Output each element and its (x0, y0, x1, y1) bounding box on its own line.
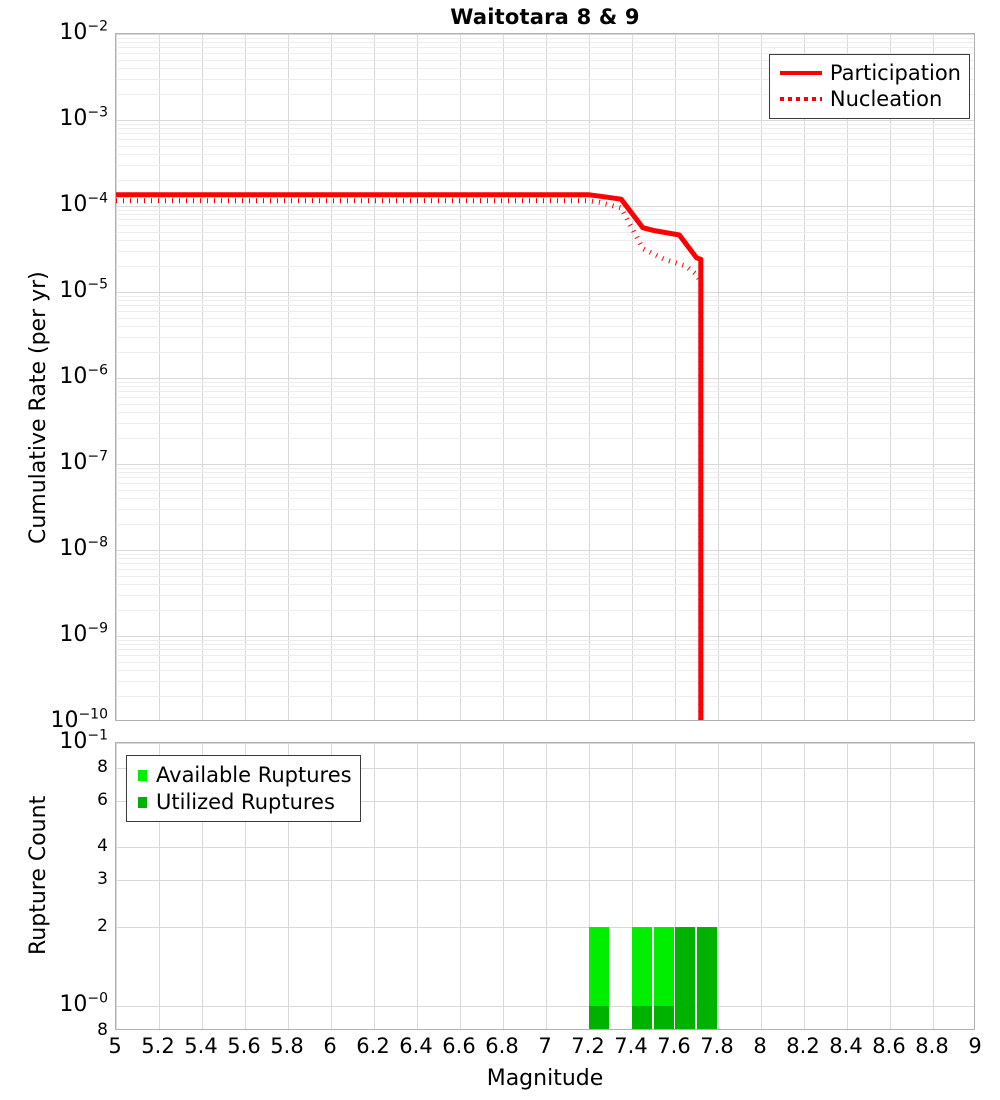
y-tick-label-bottom: 10−1 (59, 727, 108, 754)
legend-label-participation: Participation (829, 61, 961, 85)
dotted-line-icon (778, 89, 824, 109)
legend-label-available: Available Ruptures (156, 762, 352, 787)
y-tick-label-top: 10−9 (59, 620, 108, 647)
bar-available-ruptures (653, 926, 674, 1029)
rupture-legend: Available Ruptures Utilized Ruptures (126, 755, 361, 822)
x-tick-label: 6 (323, 1034, 337, 1058)
participation-curve (116, 192, 704, 720)
legend-item-participation: Participation (778, 60, 961, 86)
grid-lines-bottom (116, 743, 974, 1029)
legend-item-nucleation: Nucleation (778, 86, 961, 112)
x-tick-label: 8.8 (915, 1034, 949, 1058)
mfd-curve-svg (116, 192, 704, 720)
cumulative-rate-plot: Participation Nucleation (115, 33, 975, 721)
solid-line-icon (778, 63, 824, 83)
y-tick-label-top: 10−10 (50, 706, 108, 733)
x-tick-label: 8.2 (786, 1034, 820, 1058)
x-tick-label: 8.4 (829, 1034, 863, 1058)
x-tick-label: 6.6 (442, 1034, 476, 1058)
y-axis-label-bottom: Rupture Count (26, 795, 51, 955)
y-axis-label-top: Cumulative Rate (per yr) (26, 271, 51, 544)
bar-utilized-ruptures (632, 1005, 652, 1029)
x-tick-label: 7.6 (657, 1034, 691, 1058)
y-tick-label-top: 10−4 (59, 190, 108, 217)
y-tick-label-bottom: 8 (97, 1020, 108, 1040)
y-tick-label-top: 10−3 (59, 104, 108, 131)
rupture-count-plot: Available Ruptures Utilized Ruptures (115, 742, 975, 1030)
bar-utilized-ruptures (696, 926, 717, 1029)
mfd-curves (116, 34, 974, 720)
bar-utilized-ruptures (675, 926, 695, 1029)
y-tick-label-top: 10−8 (59, 534, 108, 561)
bar-utilized-ruptures (653, 1005, 674, 1029)
bar-utilized-ruptures (589, 1005, 609, 1029)
x-tick-label: 6.8 (485, 1034, 519, 1058)
y-tick-label-bottom: 3 (97, 869, 108, 890)
x-axis-label: Magnitude (486, 1066, 604, 1091)
x-tick-label: 5.4 (184, 1034, 218, 1058)
y-tick-label-top: 10−7 (59, 448, 108, 475)
grid-lines-top (116, 34, 974, 720)
bar-available-ruptures (589, 926, 609, 1029)
y-tick-label-bottom: 4 (97, 836, 108, 857)
y-tick-label-bottom: 2 (97, 915, 108, 936)
x-tick-label: 6.2 (356, 1034, 390, 1058)
x-tick-label: 7 (538, 1034, 552, 1058)
y-tick-label-bottom: 10−0 (59, 990, 108, 1017)
x-tick-label: 7.8 (700, 1034, 734, 1058)
x-tick-label: 5.6 (227, 1034, 261, 1058)
y-axis-ticks-top: 10−2 10−3 10−4 10−5 10−6 10−7 10−8 10−9 10−10 (0, 0, 108, 733)
y-tick-label-top: 10−5 (59, 276, 108, 303)
x-tick-label: 8 (753, 1034, 767, 1058)
utilized-swatch-icon (135, 791, 151, 813)
legend-label-nucleation: Nucleation (829, 87, 943, 111)
curve-legend: Participation Nucleation (768, 54, 970, 119)
x-tick-label: 8.6 (872, 1034, 906, 1058)
available-swatch-icon (135, 764, 151, 786)
x-tick-label: 5 (108, 1034, 122, 1058)
x-tick-label: 5.2 (141, 1034, 175, 1058)
legend-item-utilized: Utilized Ruptures (135, 788, 352, 815)
x-tick-label: 5.8 (270, 1034, 304, 1058)
x-tick-label: 7.2 (571, 1034, 605, 1058)
legend-label-utilized: Utilized Ruptures (156, 789, 335, 814)
y-tick-label-bottom: 8 (97, 757, 108, 778)
nucleation-curve (116, 198, 704, 720)
y-tick-label-top: 10−2 (59, 18, 108, 45)
y-tick-label-bottom: 6 (97, 790, 108, 811)
bar-available-ruptures (632, 926, 652, 1029)
x-tick-label: 7.4 (614, 1034, 648, 1058)
y-tick-label-top: 10−6 (59, 362, 108, 389)
chart-title: Waitotara 8 & 9 (450, 5, 640, 29)
legend-item-available: Available Ruptures (135, 761, 352, 788)
y-axis-ticks-bottom: 10−1 8 6 4 3 2 10−0 8 (0, 729, 108, 1042)
rupture-bars (116, 743, 974, 1029)
x-tick-label: 9 (968, 1034, 982, 1058)
x-tick-label: 6.4 (399, 1034, 433, 1058)
